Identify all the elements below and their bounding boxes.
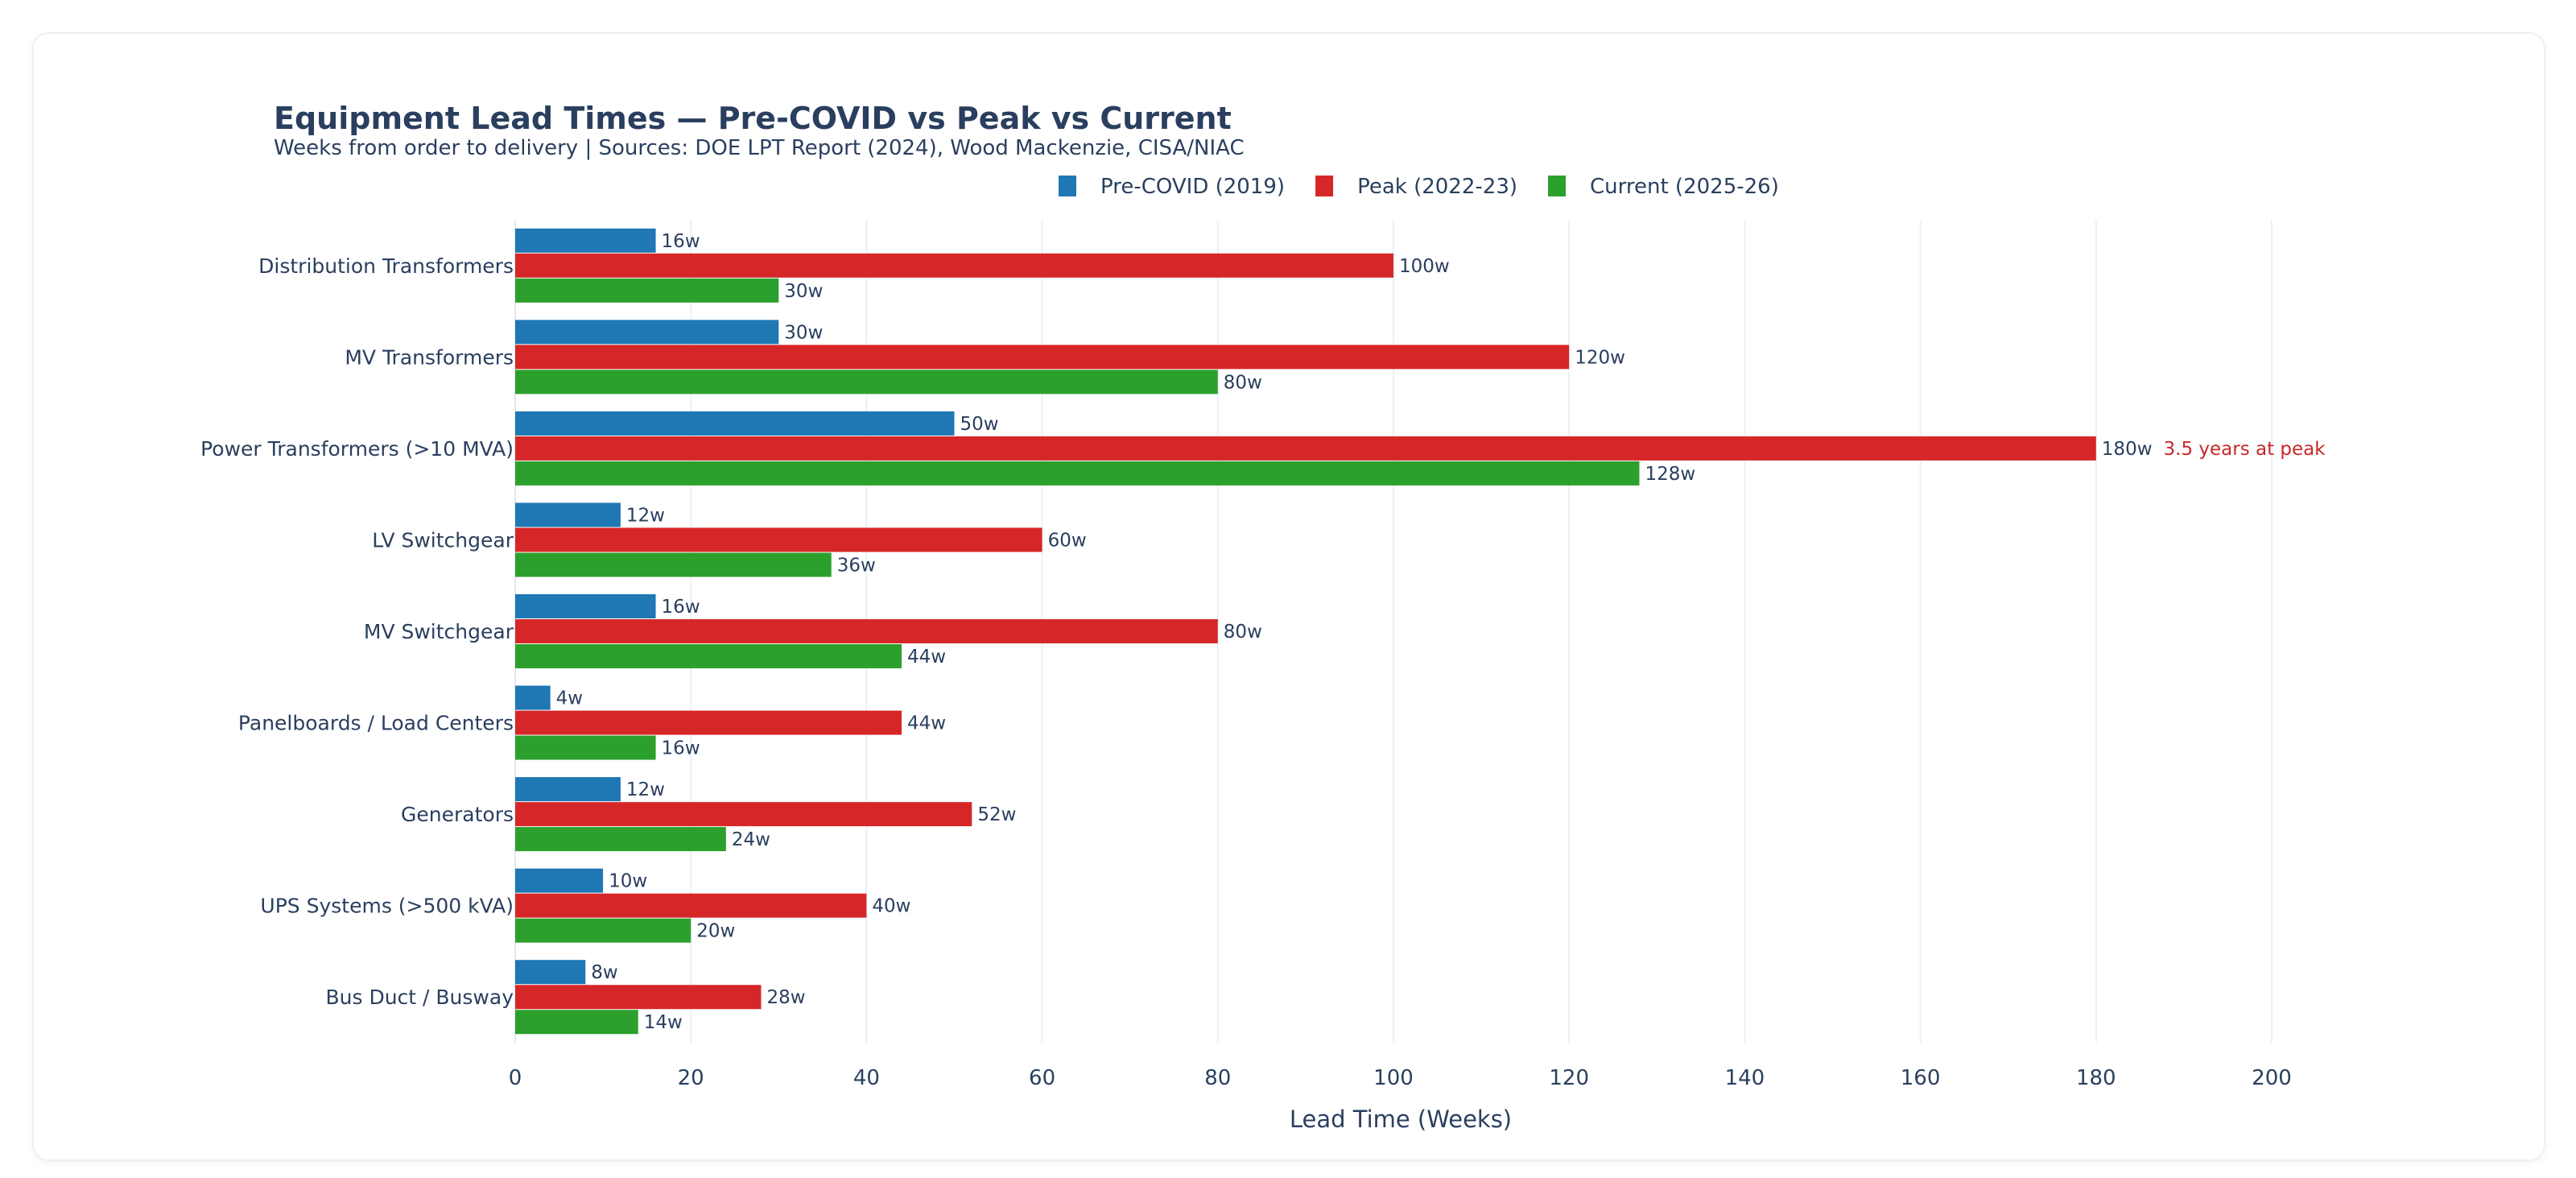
bar[interactable] xyxy=(515,253,1393,278)
x-tick-label: 120 xyxy=(1549,1066,1589,1090)
bar[interactable] xyxy=(515,918,691,943)
legend-swatch[interactable] xyxy=(1059,176,1076,196)
y-tick-label: Power Transformers (>10 MVA) xyxy=(200,437,514,461)
bar-value-label: 8w xyxy=(591,962,617,983)
bar[interactable] xyxy=(515,552,832,577)
legend-swatch[interactable] xyxy=(1548,176,1567,196)
bar[interactable] xyxy=(515,710,902,735)
x-tick-label: 80 xyxy=(1204,1066,1231,1090)
bar[interactable] xyxy=(515,411,955,436)
bar[interactable] xyxy=(515,685,551,710)
x-tick-label: 100 xyxy=(1373,1066,1414,1090)
y-tick-label: UPS Systems (>500 kVA) xyxy=(260,895,514,918)
x-tick-label: 180 xyxy=(2076,1066,2116,1090)
bar[interactable] xyxy=(515,735,656,760)
chart-subtitle: Weeks from order to delivery | Sources: … xyxy=(274,136,1245,160)
bar-value-label: 80w xyxy=(1224,372,1262,393)
chart-title: Equipment Lead Times — Pre-COVID vs Peak… xyxy=(274,101,1232,136)
bar-value-label: 12w xyxy=(626,505,665,526)
bar-value-label: 128w xyxy=(1645,464,1695,485)
bar-value-label: 44w xyxy=(907,713,946,734)
y-tick-label: LV Switchgear xyxy=(372,528,514,552)
bar-value-label: 20w xyxy=(696,921,735,942)
x-tick-label: 60 xyxy=(1029,1066,1055,1090)
legend: Pre-COVID (2019) Peak (2022-23) Current (2… xyxy=(1059,175,1779,199)
bar-value-label: 180w xyxy=(2102,439,2153,460)
legend-label[interactable]: Pre-COVID (2019) xyxy=(1100,175,1285,199)
bar-value-label: 28w xyxy=(766,987,805,1008)
bar-value-label: 10w xyxy=(609,871,647,892)
bar[interactable] xyxy=(515,502,621,527)
bar[interactable] xyxy=(515,228,656,253)
legend-label[interactable]: Current (2025-26) xyxy=(1590,175,1779,199)
bar[interactable] xyxy=(515,461,1640,486)
bar-value-label: 52w xyxy=(977,804,1016,825)
bar-value-label: 60w xyxy=(1048,530,1087,551)
bar[interactable] xyxy=(515,1010,638,1035)
bar[interactable] xyxy=(515,370,1218,395)
bar[interactable] xyxy=(515,777,621,802)
bar[interactable] xyxy=(515,594,656,618)
x-tick-label: 140 xyxy=(1725,1066,1765,1090)
chart-card xyxy=(32,32,2545,1161)
x-axis-title: Lead Time (Weeks) xyxy=(1290,1106,1512,1133)
annotation: 3.5 years at peak xyxy=(2164,439,2326,460)
bar[interactable] xyxy=(515,644,902,668)
bar[interactable] xyxy=(515,527,1042,552)
y-tick-label: Generators xyxy=(401,803,514,826)
bar-value-label: 30w xyxy=(784,322,823,343)
bar-value-label: 14w xyxy=(644,1012,683,1033)
bar-value-label: 16w xyxy=(662,597,700,618)
x-tick-label: 20 xyxy=(678,1066,704,1090)
bar[interactable] xyxy=(515,345,1570,370)
x-tick-label: 160 xyxy=(1901,1066,1941,1090)
bar[interactable] xyxy=(515,320,779,345)
bar-value-label: 30w xyxy=(784,281,823,302)
y-tick-label: Bus Duct / Busway xyxy=(325,986,514,1009)
bar[interactable] xyxy=(515,960,586,985)
bar[interactable] xyxy=(515,893,867,918)
bar-value-label: 12w xyxy=(626,779,665,800)
bar-value-label: 100w xyxy=(1399,256,1450,277)
bar-value-label: 40w xyxy=(872,896,910,917)
y-tick-label: MV Switchgear xyxy=(364,620,514,643)
bar-value-label: 16w xyxy=(662,738,700,759)
y-tick-label: Distribution Transformers xyxy=(258,254,514,278)
bar-value-label: 36w xyxy=(837,555,876,576)
bar[interactable] xyxy=(515,985,762,1010)
bar[interactable] xyxy=(515,802,972,827)
bar-value-label: 80w xyxy=(1224,622,1262,643)
x-tick-label: 200 xyxy=(2252,1066,2292,1090)
legend-label[interactable]: Peak (2022-23) xyxy=(1357,175,1517,199)
bar[interactable] xyxy=(515,278,779,303)
bar[interactable] xyxy=(515,619,1218,643)
bar[interactable] xyxy=(515,868,604,893)
bar-value-label: 16w xyxy=(662,231,700,252)
bar-value-label: 120w xyxy=(1575,347,1625,368)
bar-value-label: 44w xyxy=(907,647,946,668)
bar-value-label: 50w xyxy=(960,414,999,435)
legend-swatch[interactable] xyxy=(1315,176,1334,196)
bar[interactable] xyxy=(515,436,2096,461)
x-tick-label: 0 xyxy=(509,1066,522,1090)
bar-value-label: 4w xyxy=(556,688,583,709)
bar-value-label: 24w xyxy=(732,829,770,850)
bar[interactable] xyxy=(515,827,726,852)
x-tick-label: 40 xyxy=(853,1066,880,1090)
y-tick-label: MV Transformers xyxy=(345,345,514,369)
y-tick-label: Panelboards / Load Centers xyxy=(238,712,514,735)
